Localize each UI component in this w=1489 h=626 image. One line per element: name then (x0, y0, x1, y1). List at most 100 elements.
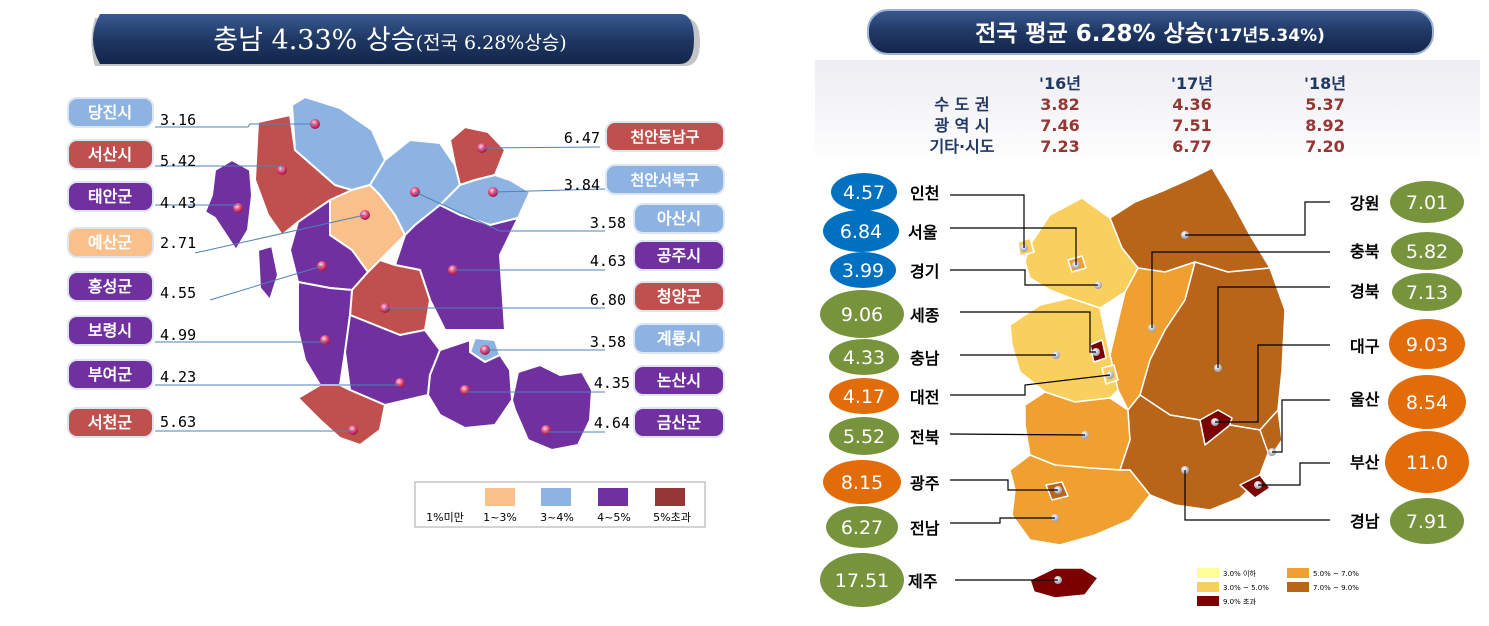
label-seosan: 서산시 5.42 (67, 139, 196, 170)
right-legend: 3.0% 이하 5.0% ~ 7.0% 3.0% ~ 5.0% 7.0% ~ 9… (1197, 568, 1359, 606)
label-gongju-name: 공주시 (657, 246, 701, 265)
bubble-daejeon-name: 대전 (910, 388, 939, 407)
pin-buyeo (395, 378, 405, 388)
label-taean: 태안군 4.43 (67, 181, 196, 212)
label-asan-name: 아산시 (657, 209, 701, 228)
bubble-gyeongnam-name: 경남 (1350, 512, 1380, 531)
bubble-jeonnam-value: 6.27 (841, 517, 883, 539)
left-title: 충남 4.33% 상승 (213, 25, 415, 56)
label-nonsan-value: 4.35 (594, 374, 630, 392)
left-title-sub: (전국 6.28%상승) (416, 32, 567, 54)
bubble-gwangju-value: 8.15 (841, 472, 883, 494)
label-gyeryong-value: 3.58 (590, 333, 626, 351)
korea-leader-lines (949, 194, 1330, 581)
right-panel: 전국 평균 6.28% 상승('17년5.34%) '16년 '17년 '18년… (815, 9, 1480, 607)
pin-nonsan (460, 385, 470, 395)
left-labels: 당진시 3.16 서산시 5.42 태안군 4.43 예산군 2.71 홍성군 (67, 97, 196, 438)
bubble-sejong-value: 9.06 (841, 304, 883, 326)
label-yesan: 예산군 2.71 (67, 227, 196, 258)
bubble-chungnam-value: 4.33 (843, 347, 885, 369)
bubble-jeju-name: 제주 (908, 572, 938, 591)
label-dangjin: 당진시 3.16 (67, 97, 196, 129)
bubble-gangwon-value: 7.01 (1406, 192, 1448, 214)
chungnam-leader-lines (155, 123, 606, 433)
right-title-banner: 전국 평균 6.28% 상승('17년5.34%) (867, 9, 1434, 55)
left-legend-label-4: 5%초과 (653, 511, 691, 524)
label-boryeong-name: 보령시 (88, 321, 132, 340)
bubble-sejong-name: 세종 (910, 306, 940, 325)
right-title: 전국 평균 6.28% 상승 (975, 21, 1206, 47)
label-nonsan: 4.35 논산시 (594, 365, 725, 396)
label-seocheon: 서천군 5.63 (67, 407, 196, 438)
bubble-gwangju-name: 광주 (910, 474, 940, 493)
region-jeju (1029, 567, 1099, 599)
label-geumsan-value: 4.64 (594, 414, 630, 432)
table-header-2016: '16년 (1039, 74, 1081, 93)
pin-seocheon (348, 425, 358, 435)
bubble-gyeongnam-value: 7.91 (1406, 511, 1448, 533)
bubble-gyeongbuk-value: 7.13 (1406, 282, 1448, 304)
label-taean-value: 4.43 (160, 194, 196, 212)
bubble-daejeon-value: 4.17 (843, 386, 885, 408)
label-cheongyang-name: 청양군 (657, 287, 701, 306)
label-cheonan-dongnam-name: 천안동남구 (630, 128, 699, 146)
region-chungnam (1009, 297, 1119, 403)
bubble-incheon-value: 4.57 (843, 182, 885, 204)
region-geumsan (511, 364, 593, 451)
bubble-gangwon-name: 강원 (1350, 194, 1379, 213)
stats-table: '16년 '17년 '18년 수 도 권 3.82 4.36 5.37 광 역 … (930, 74, 1346, 156)
left-legend-label-3: 4~5% (597, 511, 631, 524)
label-hongseong: 홍성군 4.55 (67, 271, 196, 302)
bubble-ulsan-value: 8.54 (1406, 392, 1448, 414)
left-panel: 충남 4.33% 상승(전국 6.28%상승) (67, 14, 725, 528)
label-cheonan-seobuk: 3.84 천안서북구 (564, 164, 725, 195)
bubble-gyeongbuk-name: 경북 (1350, 282, 1380, 301)
pin-geumsan (541, 425, 551, 435)
bubble-incheon-name: 인천 (910, 184, 939, 203)
table-row-label-2: 기타·시도 (930, 137, 995, 156)
bubble-gyeonggi-name: 경기 (910, 262, 939, 281)
label-buyeo-name: 부여군 (88, 365, 132, 384)
region-taean-south (257, 245, 279, 301)
label-gongju: 4.63 공주시 (590, 240, 725, 271)
label-asan: 3.58 아산시 (590, 203, 725, 234)
left-legend-label-1: 1~3% (483, 511, 517, 524)
label-yesan-name: 예산군 (88, 233, 132, 252)
table-cell-0-0: 3.82 (1040, 95, 1079, 114)
bubble-jeonbuk-name: 전북 (910, 428, 940, 447)
table-cell-2-2: 7.20 (1305, 137, 1344, 156)
table-row-label-0: 수 도 권 (934, 95, 989, 114)
table-header-2018: '18년 (1304, 74, 1346, 93)
bubble-jeonbuk-value: 5.52 (843, 426, 885, 448)
label-geumsan: 4.64 금산군 (594, 407, 725, 438)
label-cheongyang-value: 6.80 (590, 291, 626, 309)
bubble-ulsan-name: 울산 (1350, 390, 1380, 409)
label-cheonan-seobuk-value: 3.84 (564, 176, 600, 194)
table-row-label-1: 광 역 시 (934, 116, 989, 135)
label-cheonan-dongnam: 6.47 천안동남구 (564, 121, 725, 152)
korea-left-bubbles: 4.57 인천 6.84 서울 3.99 경기 9.06 세종 4.33 충남 … (820, 173, 940, 607)
right-legend-label-2: 3.0% ~ 5.0% (1223, 584, 1269, 592)
right-legend-label-0: 3.0% 이하 (1223, 569, 1256, 578)
label-dangjin-value: 3.16 (160, 111, 196, 129)
right-legend-label-4: 9.0% 초과 (1223, 597, 1256, 606)
korea-right-bubbles: 강원 7.01 충북 5.82 경북 7.13 대구 9.03 울산 8.54 … (1350, 181, 1469, 544)
table-cell-1-1: 7.51 (1172, 116, 1211, 135)
table-cell-1-0: 7.46 (1040, 116, 1079, 135)
bubble-jeju-value: 17.51 (835, 570, 889, 592)
region-boryeong (297, 281, 353, 386)
label-seosan-value: 5.42 (160, 152, 196, 170)
svg-text:전국 평균 6.28% 상승('17년5.34%): 전국 평균 6.28% 상승('17년5.34%) (975, 21, 1325, 47)
region-jeonnam (1009, 454, 1151, 546)
label-boryeong-value: 4.99 (160, 326, 196, 344)
bubble-seoul-name: 서울 (908, 223, 938, 242)
label-cheonan-dongnam-value: 6.47 (564, 129, 600, 147)
region-jeonbuk (1024, 391, 1131, 471)
right-labels: 6.47 천안동남구 3.84 천안서북구 3.58 아산시 4.63 공주시 … (564, 121, 725, 438)
left-legend: 1%미만 1~3% 3~4% 4~5% 5%초과 (414, 481, 706, 528)
bubble-busan-value: 11.0 (1406, 452, 1448, 474)
label-yesan-value: 2.71 (160, 234, 196, 252)
label-gyeryong: 3.58 계룡시 (590, 323, 725, 354)
left-legend-label-2: 3~4% (540, 511, 574, 524)
